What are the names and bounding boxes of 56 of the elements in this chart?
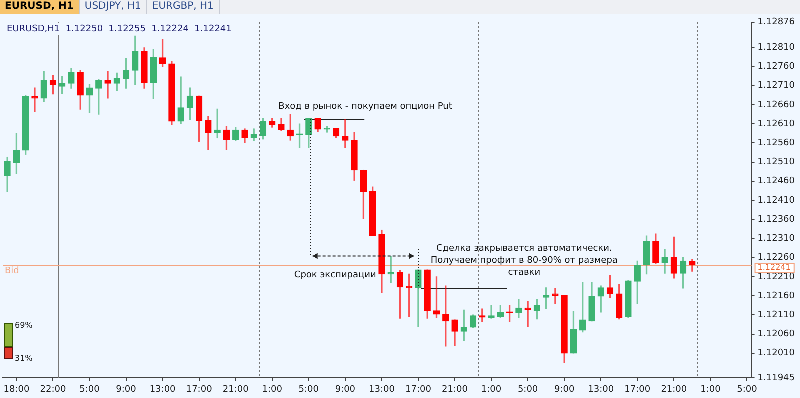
y-tick-label: 1.12660: [758, 100, 796, 110]
y-tick-label: 1.12460: [758, 176, 796, 187]
x-tick-label: 13:00: [150, 384, 176, 395]
y-tick-label: 1.12760: [758, 62, 796, 72]
x-tick-label: 1:00: [262, 384, 283, 395]
y-tick-label: 1.11945: [758, 374, 795, 384]
y-tick-label: 1.12876: [758, 18, 796, 28]
x-tick-label: 21:00: [442, 384, 468, 395]
x-tick-label: 5:00: [518, 384, 538, 395]
x-tick-label: 17:00: [186, 384, 213, 395]
candlestick: [662, 249, 668, 274]
y-tick-label: 1.12610: [758, 119, 796, 130]
annotation: 69%: [15, 321, 33, 330]
x-tick-label: 21:00: [661, 384, 688, 395]
ref-line-label: Bid: [5, 266, 20, 276]
y-tick-label: 1.12560: [758, 138, 796, 149]
y-tick-label: 1.12710: [758, 81, 796, 92]
y-tick-label: 1.12510: [758, 158, 796, 168]
chart-title: EURUSD,H1 1.12250 1.12255 1.12224 1.12241: [7, 24, 232, 35]
y-tick-label: 1.12260: [758, 253, 796, 264]
candlestick: [32, 88, 38, 113]
y-tick-label: 1.12160: [758, 291, 796, 302]
y-tick-label: 1.12410: [758, 196, 796, 206]
x-tick-label: 5:00: [298, 384, 320, 395]
x-tick-label: 1:00: [481, 384, 502, 395]
x-tick-label: 21:00: [222, 384, 250, 395]
y-tick-label: 1.12810: [758, 42, 796, 53]
x-tick-label: 18:00: [4, 384, 30, 395]
annotation: Вход в рынок - покупаем опцион Put: [278, 102, 453, 112]
annotation: 31%: [15, 354, 33, 363]
candlestick: [342, 120, 349, 148]
y-tick-label: 1.12060: [758, 330, 796, 340]
x-tick-label: 22:00: [40, 384, 66, 395]
annotation: Сделка закрывается автоматически. Получаем профит в 80-90% от размера ставки: [430, 244, 618, 278]
text: 1.12241: [758, 263, 791, 272]
x-tick-label: 5:00: [737, 384, 758, 395]
annotation: Срок экспирации: [294, 270, 376, 281]
y-tick-label: 1.12360: [758, 214, 796, 225]
x-tick-label: 17:00: [406, 384, 432, 395]
x-tick-label: 13:00: [368, 384, 396, 395]
text: USDJPY, H1: [80, 0, 148, 14]
y-tick-label: 1.12010: [758, 348, 796, 359]
x-tick-label: 17:00: [624, 384, 651, 395]
x-tick-label: 13:00: [588, 384, 614, 395]
x-tick-label: 9:00: [335, 384, 356, 395]
candlestick: [552, 288, 559, 304]
x-tick-label: 9:00: [554, 384, 575, 395]
x-tick-label: 9:00: [116, 384, 137, 395]
text: EURUSD, H1: [0, 0, 80, 14]
x-tick-label: 1:00: [700, 384, 722, 395]
y-tick-label: 1.12110: [758, 310, 796, 320]
candlestick: [104, 70, 112, 99]
y-tick-label: 1.12210: [758, 272, 796, 282]
text: EURGBP, H1: [147, 0, 220, 14]
y-tick-label: 1.12310: [758, 234, 796, 244]
x-tick-label: 5:00: [80, 384, 100, 395]
